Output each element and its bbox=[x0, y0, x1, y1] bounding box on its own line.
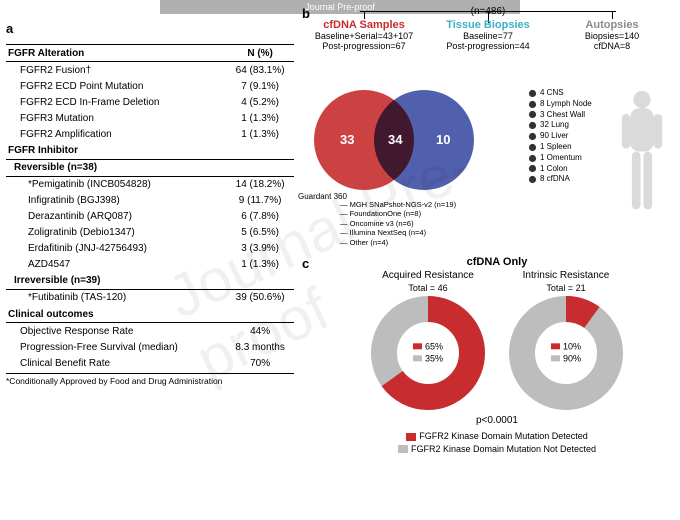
venn-mid: 34 bbox=[388, 132, 402, 147]
organ-icon bbox=[528, 175, 537, 184]
p-value: p<0.0001 bbox=[318, 415, 676, 426]
organ-icon bbox=[528, 100, 537, 109]
legend-not-detected: FGFR2 Kinase Domain Mutation Not Detecte… bbox=[411, 444, 596, 454]
platform-item: — Other (n=4) bbox=[340, 238, 456, 247]
donut-total: Total = 21 bbox=[506, 283, 626, 293]
organ-icon bbox=[528, 110, 537, 119]
cfdna-title: cfDNA Only bbox=[318, 256, 676, 268]
donut: Acquired Resistance Total = 46 65%35% bbox=[368, 270, 488, 413]
legend-detected: FGFR2 Kinase Domain Mutation Detected bbox=[419, 431, 588, 441]
fgfr-table: FGFR AlterationN (%)FGFR2 Fusion†64 (83.… bbox=[6, 44, 294, 371]
col-line1: Baseline+Serial=43+107 bbox=[304, 31, 424, 41]
platform-list: — MGH SNaPshot-NGS-v2 (n=19)— Foundation… bbox=[340, 200, 456, 247]
donut-title: Acquired Resistance bbox=[368, 270, 488, 281]
donut-center: 65%35% bbox=[413, 341, 443, 364]
organ-icon bbox=[528, 89, 537, 98]
panel-c-label: c bbox=[302, 256, 309, 271]
col-line2: Post-progression=67 bbox=[304, 41, 424, 51]
donut-center: 10%90% bbox=[551, 341, 581, 364]
col-title: cfDNA Samples bbox=[304, 19, 424, 31]
platform-item: — Oncomine v3 (n=6) bbox=[340, 219, 456, 228]
donut: Intrinsic Resistance Total = 21 10%90% bbox=[506, 270, 626, 413]
body-silhouette-icon bbox=[612, 88, 672, 218]
venn-right: 10 bbox=[436, 132, 450, 147]
platform-item: — Illumina NextSeq (n=4) bbox=[340, 228, 456, 237]
col-line2: cfDNA=8 bbox=[552, 41, 672, 51]
table-footnote: *Conditionally Approved by Food and Drug… bbox=[6, 373, 294, 386]
venn-left: 33 bbox=[340, 132, 354, 147]
panel-a-label: a bbox=[6, 21, 13, 36]
organ-icon bbox=[528, 154, 537, 163]
donut-total: Total = 46 bbox=[368, 283, 488, 293]
venn-diagram: 33 34 10 bbox=[300, 86, 500, 200]
col-title: Tissue Biopsies bbox=[428, 19, 548, 31]
col-line1: Baseline=77 bbox=[428, 31, 548, 41]
body-diagram: 4 CNS8 Lymph Node3 Chest Wall32 Lung90 L… bbox=[528, 88, 676, 185]
col-line1: Biopsies=140 bbox=[552, 31, 672, 41]
platform-item: — FoundationOne (n=8) bbox=[340, 209, 456, 218]
panel-a: a FGFR AlterationN (%)FGFR2 Fusion†64 (8… bbox=[6, 20, 294, 386]
panel-c-legend: FGFR2 Kinase Domain Mutation Detected FG… bbox=[318, 430, 676, 455]
panel-c: cfDNA Only Acquired Resistance Total = 46… bbox=[318, 256, 676, 455]
organ-icon bbox=[528, 143, 537, 152]
col-cfdna: cfDNA Samples Baseline+Serial=43+107 Pos… bbox=[304, 19, 424, 51]
sample-tree: cfDNA Samples Baseline+Serial=43+107 Pos… bbox=[300, 19, 676, 51]
donut-title: Intrinsic Resistance bbox=[506, 270, 626, 281]
col-title: Autopsies bbox=[552, 19, 672, 31]
col-line2: Post-progression=44 bbox=[428, 41, 548, 51]
organ-icon bbox=[528, 164, 537, 173]
platform-item: — MGH SNaPshot-NGS-v2 (n=19) bbox=[340, 200, 456, 209]
col-tissue: Tissue Biopsies Baseline=77 Post-progres… bbox=[428, 19, 548, 51]
organ-icon bbox=[528, 121, 537, 130]
col-autopsy: Autopsies Biopsies=140 cfDNA=8 bbox=[552, 19, 672, 51]
panel-b: (n=486) cfDNA Samples Baseline+Serial=43… bbox=[300, 6, 676, 51]
organ-icon bbox=[528, 132, 537, 141]
